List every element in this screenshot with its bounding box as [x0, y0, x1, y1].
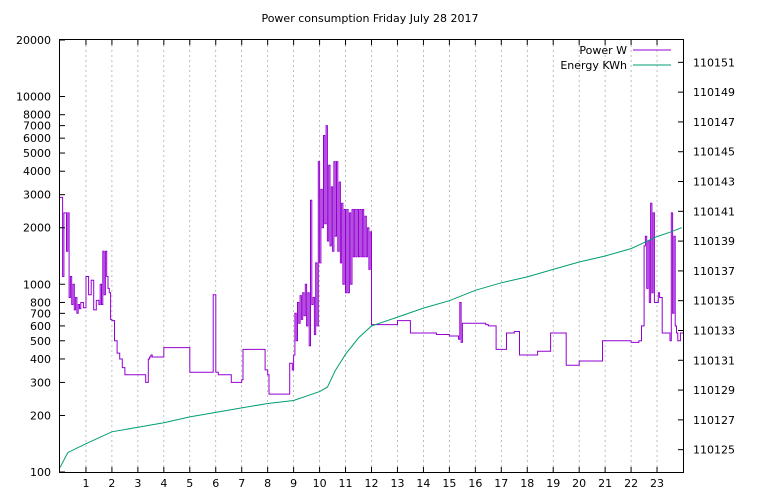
y2-tick-label: 110139	[693, 235, 735, 248]
x-tick-label: 23	[650, 477, 664, 490]
y2-tick-label: 110137	[693, 265, 735, 278]
legend-label: Energy KWh	[560, 59, 627, 72]
y2-tick-label: 110151	[693, 56, 735, 69]
y2-tick-label: 110149	[693, 86, 735, 99]
y-tick-label: 3000	[23, 189, 51, 202]
y-tick-label: 600	[30, 320, 51, 333]
x-tick-label: 16	[468, 477, 482, 490]
x-tick-label: 12	[365, 477, 379, 490]
x-tick-label: 10	[313, 477, 327, 490]
y-tick-label: 100	[30, 466, 51, 479]
series-line-1	[59, 227, 682, 468]
y-tick-label: 10000	[16, 91, 51, 104]
x-tick-label: 1	[82, 477, 89, 490]
y-tick-label: 7000	[23, 120, 51, 133]
x-tick-label: 5	[186, 477, 193, 490]
series-layer	[59, 125, 683, 468]
axis-ticks: 1 2 3 4 5 6 7 8 9 10 11 12 13 14 15 16 17 18 19 20 21 22 23100…	[16, 34, 735, 490]
y2-tick-label: 110131	[693, 354, 735, 367]
y2-tick-label: 110145	[693, 146, 735, 159]
y-tick-label: 500	[30, 335, 51, 348]
x-tick-label: 15	[442, 477, 456, 490]
y2-tick-label: 110141	[693, 205, 735, 218]
x-tick-label: 8	[264, 477, 271, 490]
legend: Power W Energy KWh	[560, 44, 671, 72]
y2-tick-label: 110133	[693, 324, 735, 337]
x-tick-label: 13	[390, 477, 404, 490]
x-tick-label: 14	[416, 477, 430, 490]
y2-tick-label: 110129	[693, 384, 735, 397]
y2-tick-label: 110147	[693, 116, 735, 129]
plot-frame	[59, 39, 684, 473]
x-tick-label: 6	[212, 477, 219, 490]
y2-tick-label: 110135	[693, 295, 735, 308]
y-tick-label: 4000	[23, 165, 51, 178]
y2-tick-label: 110125	[693, 444, 735, 457]
legend-label: Power W	[579, 44, 627, 57]
y-tick-label: 400	[30, 353, 51, 366]
x-tick-label: 4	[160, 477, 167, 490]
y-tick-label: 2000	[23, 222, 51, 235]
y-tick-label: 300	[30, 376, 51, 389]
x-tick-label: 9	[290, 477, 297, 490]
series-line-0	[60, 125, 683, 395]
x-tick-label: 17	[494, 477, 508, 490]
grid	[85, 40, 658, 472]
y-tick-label: 200	[30, 409, 51, 422]
x-tick-label: 19	[546, 477, 560, 490]
x-tick-label: 11	[339, 477, 353, 490]
y-tick-label: 700	[30, 307, 51, 320]
x-tick-label: 18	[520, 477, 534, 490]
y-tick-label: 8000	[23, 109, 51, 122]
x-tick-label: 3	[134, 477, 141, 490]
chart-title: Power consumption Friday July 28 2017	[261, 12, 478, 25]
y-tick-label: 20000	[16, 34, 51, 47]
y2-tick-label: 110143	[693, 176, 735, 189]
y-tick-label: 800	[30, 296, 51, 309]
x-tick-label: 7	[238, 477, 245, 490]
x-tick-label: 20	[572, 477, 586, 490]
y-tick-label: 1000	[23, 278, 51, 291]
y2-tick-label: 110127	[693, 414, 735, 427]
x-tick-label: 21	[598, 477, 612, 490]
y-tick-label: 5000	[23, 147, 51, 160]
x-tick-label: 2	[108, 477, 115, 490]
y-tick-label: 6000	[23, 132, 51, 145]
x-tick-label: 22	[624, 477, 638, 490]
